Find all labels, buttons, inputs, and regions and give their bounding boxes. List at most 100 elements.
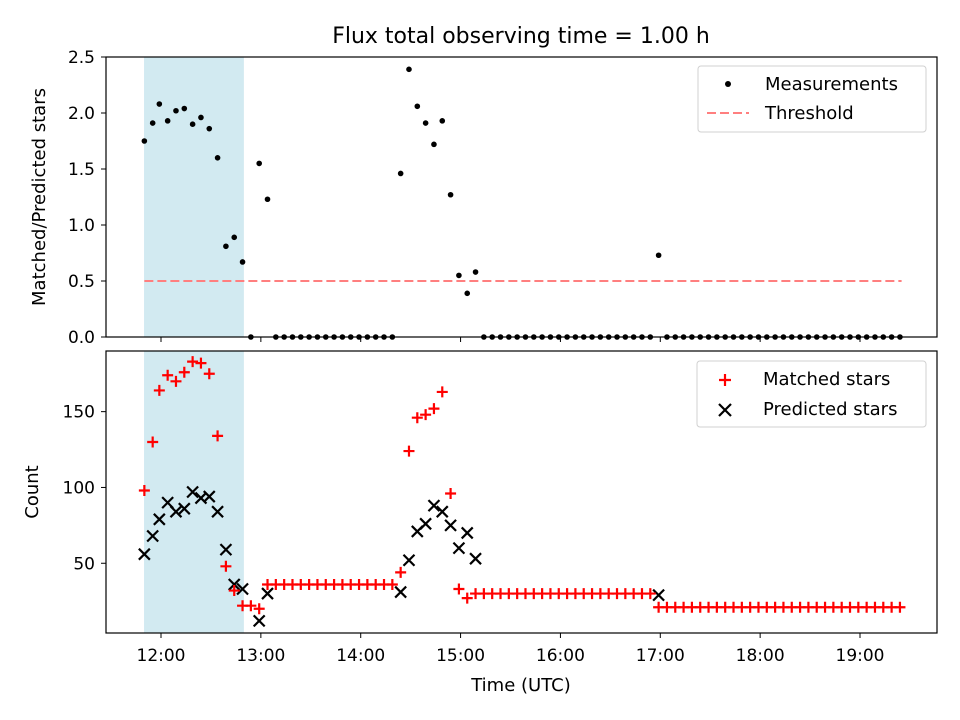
x-tick-label: 15:00 bbox=[436, 646, 485, 666]
measurement-point bbox=[141, 138, 148, 144]
measurement-point bbox=[149, 120, 156, 126]
predicted-star-point bbox=[169, 505, 183, 518]
measurement-point bbox=[464, 290, 471, 297]
matched-star-point bbox=[220, 560, 232, 572]
matched-star-point bbox=[162, 369, 174, 381]
bottom-y-tick-label: 100 bbox=[63, 478, 95, 498]
figure-title: Flux total observing time = 1.00 h bbox=[332, 24, 710, 49]
measurement-point bbox=[414, 103, 421, 110]
predicted-star-point bbox=[261, 587, 274, 600]
measurement-point bbox=[189, 121, 196, 127]
predicted-star-point bbox=[652, 588, 665, 602]
measurement-point bbox=[198, 114, 204, 121]
measurement-point bbox=[239, 259, 246, 265]
predicted-star-point bbox=[394, 585, 407, 599]
predicted-star-point bbox=[460, 526, 474, 540]
top-y-ticks: 0.0 0.5 1.0 1.5 2.0 2.5 bbox=[68, 48, 106, 348]
predicted-star-point bbox=[469, 552, 482, 565]
matched-star-point bbox=[147, 436, 159, 448]
x-tick-label: 18:00 bbox=[736, 646, 785, 666]
matched-star-point bbox=[428, 403, 440, 415]
x-tick-label: 12:00 bbox=[137, 646, 186, 666]
measurement-point bbox=[422, 120, 429, 126]
predicted-star-point bbox=[153, 513, 166, 526]
matched-star-point bbox=[644, 588, 656, 600]
top-panel: 0.0 0.5 1.0 1.5 2.0 2.5 Matched/Predicted sta… bbox=[29, 48, 938, 348]
legend-predicted-marker bbox=[718, 403, 732, 417]
measurement-point bbox=[472, 269, 479, 275]
measurement-point bbox=[447, 191, 454, 198]
measurement-point bbox=[181, 105, 188, 112]
measurement-point bbox=[214, 155, 221, 161]
matched-star-point bbox=[395, 566, 407, 578]
measurement-point bbox=[406, 66, 412, 73]
matched-star-point bbox=[894, 601, 906, 613]
legend-matched-marker bbox=[719, 374, 731, 386]
top-y-tick-label: 1.5 bbox=[68, 160, 95, 180]
measurement-point bbox=[397, 170, 404, 177]
predicted-star-point bbox=[419, 517, 432, 531]
predicted-star-point bbox=[402, 553, 416, 567]
top-y-tick-label: 2.0 bbox=[68, 104, 95, 124]
x-tick-label: 19:00 bbox=[836, 646, 885, 666]
top-shaded-span bbox=[144, 57, 244, 337]
matched-star-point bbox=[228, 585, 240, 597]
predicted-star-point bbox=[435, 505, 449, 518]
predicted-star-point bbox=[186, 485, 199, 499]
x-tick-label: 14:00 bbox=[336, 646, 385, 666]
measurement-point bbox=[231, 234, 238, 241]
matched-star-point bbox=[170, 375, 182, 387]
top-legend: Measurements Threshold bbox=[697, 65, 927, 133]
matched-star-point bbox=[178, 366, 190, 378]
predicted-star-point bbox=[227, 578, 241, 591]
top-y-tick-label: 1.0 bbox=[68, 216, 95, 236]
matched-star-point bbox=[461, 592, 473, 604]
legend-threshold-label: Threshold bbox=[764, 103, 854, 124]
matched-star-point bbox=[245, 600, 257, 612]
top-x-ticks bbox=[160, 337, 861, 342]
measurement-point bbox=[439, 118, 446, 124]
bottom-axes-frame bbox=[105, 350, 938, 634]
measurement-point bbox=[164, 118, 171, 124]
top-legend-box bbox=[697, 65, 927, 133]
legend-matched-label: Matched stars bbox=[763, 369, 890, 390]
matched-star-point bbox=[203, 368, 215, 380]
predicted-star-point bbox=[252, 614, 266, 628]
measurement-point bbox=[264, 196, 271, 203]
bottom-legend: Matched stars Predicted stars bbox=[696, 360, 927, 428]
bottom-marks bbox=[138, 356, 906, 628]
bottom-y-axis-label: Count bbox=[22, 465, 43, 518]
measurement-point bbox=[456, 272, 462, 279]
matched-star-point bbox=[212, 430, 224, 442]
matched-star-point bbox=[420, 409, 432, 421]
predicted-star-point bbox=[219, 543, 233, 556]
x-axis-label: Time (UTC) bbox=[470, 675, 571, 696]
predicted-star-point bbox=[452, 541, 466, 555]
matched-star-point bbox=[436, 386, 448, 398]
matched-star-point bbox=[195, 357, 207, 369]
matched-star-point bbox=[453, 583, 465, 595]
predicted-star-point bbox=[211, 505, 224, 518]
matched-star-point bbox=[153, 384, 165, 396]
bottom-y-ticks: 50 100 150 bbox=[63, 403, 106, 574]
top-y-tick-label: 0.5 bbox=[68, 272, 95, 292]
top-y-tick-label: 2.5 bbox=[68, 48, 95, 68]
predicted-star-point bbox=[178, 502, 191, 515]
top-y-tick-label: 0.0 bbox=[68, 328, 95, 348]
legend-measurements-marker bbox=[725, 81, 731, 87]
matched-star-point bbox=[403, 445, 415, 457]
legend-measurements-label: Measurements bbox=[765, 74, 898, 95]
predicted-star-point bbox=[444, 519, 457, 532]
measurement-point bbox=[156, 101, 163, 107]
predicted-star-point bbox=[202, 490, 216, 503]
matched-star-point bbox=[386, 578, 398, 590]
matched-star-point bbox=[253, 603, 265, 615]
bottom-y-tick-label: 150 bbox=[63, 403, 95, 423]
legend-predicted-label: Predicted stars bbox=[763, 399, 897, 420]
matched-star-point bbox=[187, 356, 199, 368]
x-tick-label: 13:00 bbox=[236, 646, 285, 666]
matched-star-point bbox=[445, 488, 457, 500]
predicted-star-point bbox=[146, 529, 159, 543]
